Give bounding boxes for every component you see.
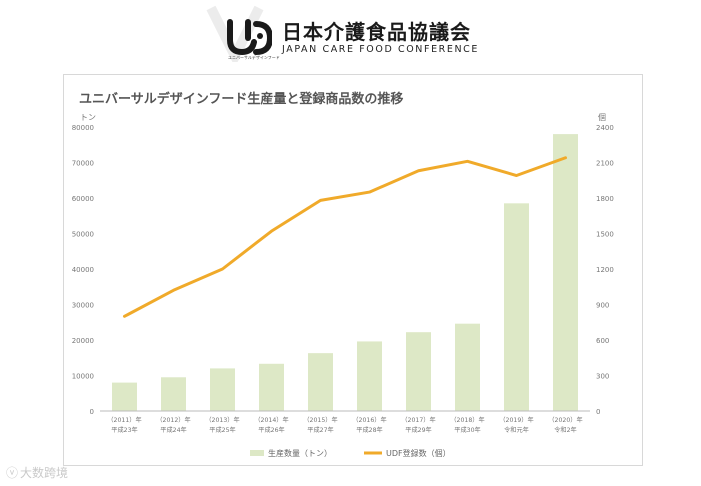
- right-tick-label: 300: [596, 373, 609, 381]
- left-tick-label: 20000: [72, 337, 94, 345]
- category-label-year: （2016）年: [352, 416, 386, 424]
- watermark-bottom: ⓥ 大数跨境: [6, 464, 68, 481]
- left-tick-label: 60000: [72, 195, 94, 203]
- left-tick-label: 40000: [72, 266, 94, 274]
- right-tick-label: 2400: [596, 124, 614, 132]
- watermark-logo-icon: ⓥ: [6, 466, 19, 480]
- org-name-en: JAPAN CARE FOOD CONFERENCE: [282, 44, 480, 55]
- udf-line: [123, 156, 567, 318]
- category-label-year: （2019）年: [499, 416, 533, 424]
- category-label-era: 平成26年: [258, 426, 284, 434]
- category-label-year: （2018）年: [450, 416, 484, 424]
- right-tick-label: 1800: [596, 195, 614, 203]
- chart-title: ユニバーサルデザインフード生産量と登録商品数の推移: [79, 92, 404, 107]
- category-label-era: 平成29年: [405, 426, 431, 434]
- right-tick-label: 1200: [596, 266, 614, 274]
- category-label-year: （2014）年: [254, 416, 288, 424]
- left-tick-label: 70000: [72, 160, 94, 168]
- left-axis-unit: トン: [80, 113, 96, 122]
- right-tick-label: 2100: [596, 160, 614, 168]
- bar-1: [112, 382, 137, 411]
- left-tick-label: 50000: [72, 231, 94, 239]
- right-tick-label: 600: [596, 337, 609, 345]
- category-label-year: （2013）年: [205, 416, 239, 424]
- legend-line-label: UDF登録数（個）: [386, 448, 451, 458]
- bar-10: [553, 134, 578, 411]
- logo-subtitle: ユニバーサルデザインフード: [228, 55, 280, 60]
- category-label-year: （2012）年: [156, 416, 190, 424]
- category-label-era: 平成28年: [356, 426, 382, 434]
- category-label-year: （2015）年: [303, 416, 337, 424]
- right-tick-label: 0: [596, 408, 600, 416]
- bar-4: [259, 363, 284, 411]
- watermark-text: 大数跨境: [20, 466, 69, 480]
- category-label-era: 平成25年: [209, 426, 235, 434]
- left-tick-label: 80000: [72, 124, 94, 132]
- category-label-era: 令和元年: [504, 426, 529, 434]
- bar-3: [210, 368, 235, 411]
- chart-card: [63, 74, 643, 466]
- category-label-year: （2011）年: [107, 416, 141, 424]
- category-label-era: 平成23年: [111, 426, 137, 434]
- category-label-era: 平成27年: [307, 426, 333, 434]
- category-label-era: 平成24年: [160, 426, 186, 434]
- left-tick-label: 10000: [72, 373, 94, 381]
- right-tick-label: 1500: [596, 231, 614, 239]
- bar-9: [504, 203, 529, 411]
- udf-logo-icon: [227, 19, 272, 56]
- bar-8: [455, 323, 480, 411]
- bar-2: [161, 377, 186, 411]
- category-label-year: （2017）年: [401, 416, 435, 424]
- bar-7: [406, 332, 431, 411]
- header: ユニバーサルデザインフード 日本介護食品協議会 JAPAN CARE FOOD …: [226, 14, 486, 62]
- category-label-era: 令和2年: [554, 426, 577, 434]
- bar-6: [357, 341, 382, 411]
- left-tick-label: 0: [90, 408, 94, 416]
- org-name-jp: 日本介護食品協議会: [282, 20, 471, 44]
- right-tick-label: 900: [596, 302, 609, 310]
- category-label-year: （2020）年: [548, 416, 582, 424]
- bar-5: [308, 353, 333, 411]
- right-axis-unit: 個: [598, 112, 606, 122]
- category-label-era: 平成30年: [454, 426, 480, 434]
- left-tick-label: 30000: [72, 302, 94, 310]
- legend-bar-label: 生産数量（トン）: [268, 448, 332, 458]
- legend-bar-swatch: [250, 450, 264, 456]
